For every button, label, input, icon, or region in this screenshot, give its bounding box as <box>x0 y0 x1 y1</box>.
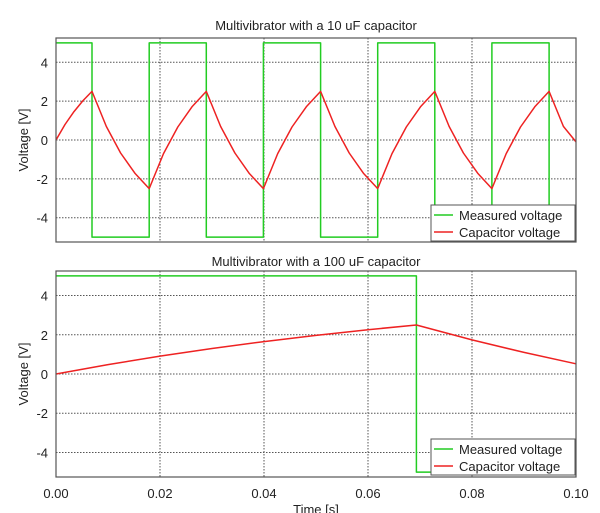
y-tick-label: -4 <box>36 211 48 226</box>
legend: Measured voltage Capacitor voltage <box>430 438 576 476</box>
legend-label: Measured voltage <box>459 208 562 223</box>
y-axis-label: Voltage [V] <box>16 109 31 172</box>
y-tick-label: 4 <box>41 55 48 70</box>
chart-panel-2: 4 2 0 -2 -4 0.00 0.02 0.04 0.06 0.08 0.10 Multivibr… <box>16 254 589 513</box>
legend-box <box>430 204 576 242</box>
legend-label: Capacitor voltage <box>459 459 560 474</box>
x-axis-label: Time [s] <box>293 502 339 513</box>
x-tick-label: 0.00 <box>43 486 68 501</box>
plot-frame <box>55 270 577 478</box>
y-tick-label: 4 <box>41 289 48 304</box>
y-tick-label: 0 <box>41 133 48 148</box>
x-tick-label: 0.08 <box>459 486 484 501</box>
x-tick-label: 0.04 <box>251 486 276 501</box>
y-tick-label: 0 <box>41 367 48 382</box>
legend-label: Measured voltage <box>459 442 562 457</box>
series-line-capacitor-voltage <box>55 324 577 375</box>
x-tick-label: 0.06 <box>355 486 380 501</box>
legend: Measured voltage Capacitor voltage <box>430 204 576 242</box>
y-tick-label: -4 <box>36 445 48 460</box>
chart-title: Multivibrator with a 100 uF capacitor <box>212 254 421 269</box>
y-axis-label: Voltage [V] <box>16 343 31 406</box>
y-tick-label: -2 <box>36 406 48 421</box>
chart-panel-1: 4 2 0 -2 -4 Multivibrator with a 10 uF capaci… <box>16 18 577 243</box>
legend-label: Capacitor voltage <box>459 225 560 240</box>
series-line-capacitor-voltage <box>55 90 577 190</box>
x-tick-label: 0.02 <box>147 486 172 501</box>
y-tick-label: 2 <box>41 94 48 109</box>
plot-frame <box>55 37 577 243</box>
legend-box <box>430 438 576 476</box>
y-tick-label: -2 <box>36 172 48 187</box>
y-tick-label: 2 <box>41 328 48 343</box>
series-line-measured-voltage <box>56 42 576 238</box>
x-tick-label: 0.10 <box>563 486 588 501</box>
chart-title: Multivibrator with a 10 uF capacitor <box>215 18 417 33</box>
